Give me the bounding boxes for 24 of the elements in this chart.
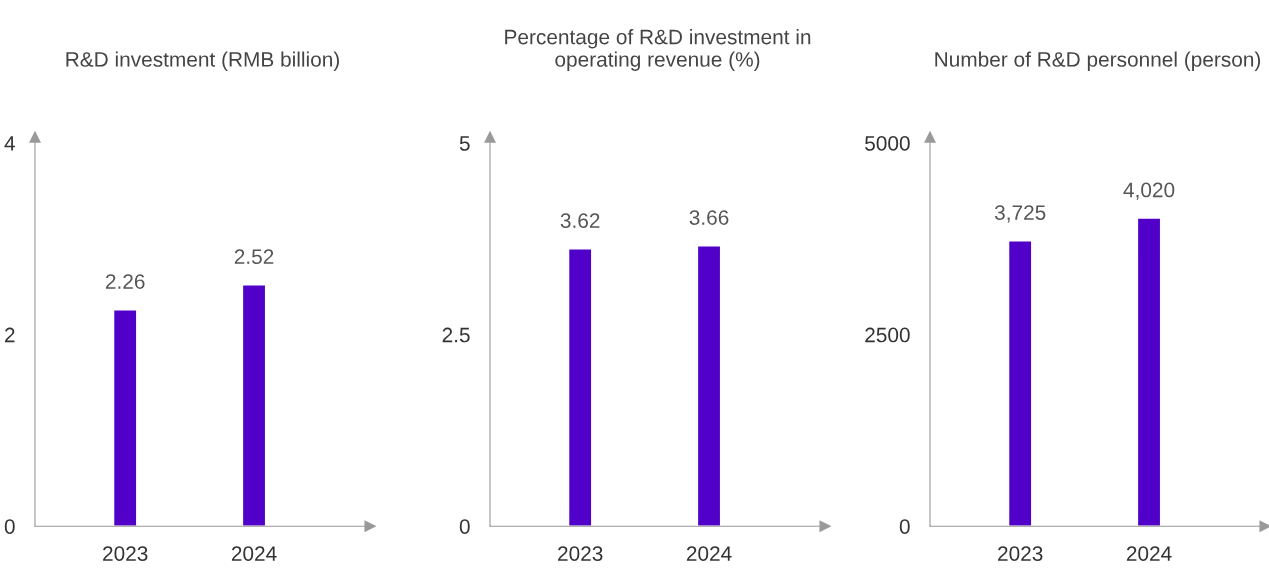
data-label: 2.26: [105, 274, 145, 289]
y-tick-label: 2: [5, 327, 15, 343]
data-label: 3.66: [689, 210, 729, 225]
x-tick-label: 2024: [686, 546, 732, 561]
data-label: 2.52: [234, 249, 274, 265]
y-tick-label: 0: [4, 519, 15, 534]
x-tick-label: 2024: [231, 546, 277, 561]
x-tick-label: 2023: [558, 546, 603, 561]
x-tick-label: 2024: [1126, 546, 1172, 561]
y-tick-label: 2500: [865, 327, 910, 343]
x-tick-label: 2023: [103, 546, 148, 561]
data-label: 3.62: [560, 213, 600, 228]
y-tick-label: 2.5: [442, 327, 470, 343]
chart-title: R&D investment (RMB billion): [66, 51, 339, 71]
y-tick-label: 4: [4, 136, 15, 151]
y-tick-label: 0: [459, 519, 470, 534]
y-tick-label: 5: [459, 136, 470, 151]
chart-title: Number of R&D personnel (person): [935, 51, 1261, 71]
y-tick-label: 0: [899, 519, 910, 534]
y-tick-label: 5000: [865, 136, 910, 151]
chart-title: Percentage of R&D investment in operating revenue (%): [505, 29, 811, 71]
x-tick-label: 2023: [998, 546, 1043, 561]
data-label: 3,725: [994, 205, 1046, 223]
data-label: 4,020: [1123, 182, 1175, 200]
